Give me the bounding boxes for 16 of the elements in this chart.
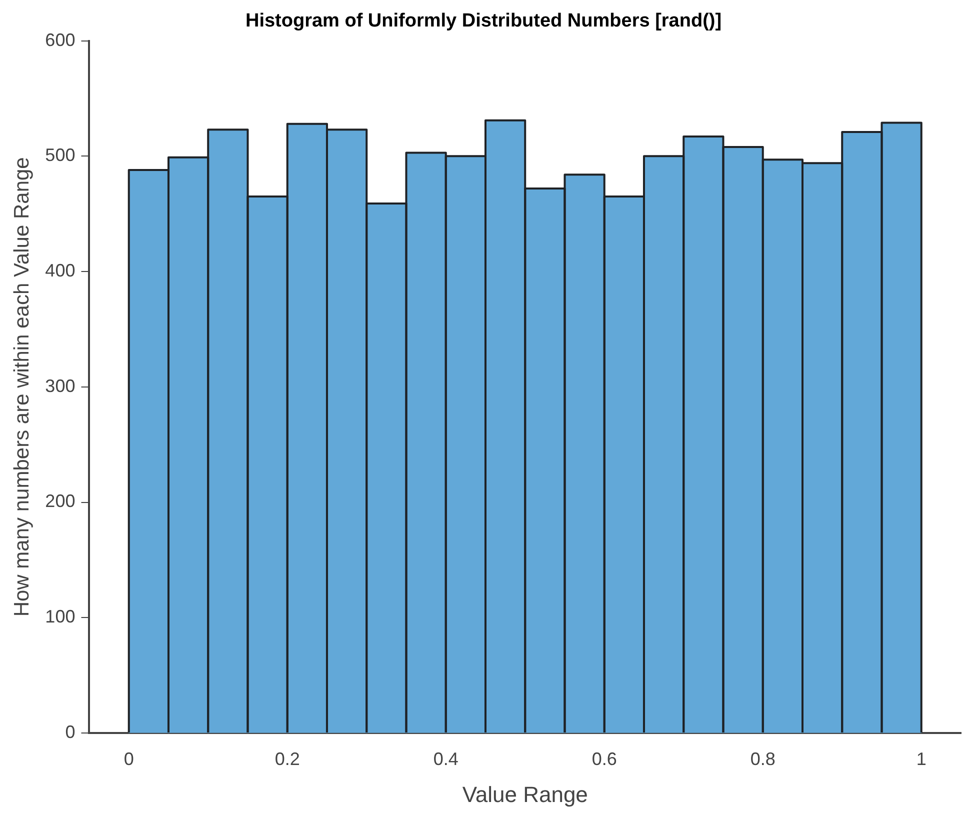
y-tick-label: 100 [45, 606, 76, 627]
x-axis-title: Value Range [462, 782, 588, 807]
y-tick-label: 300 [45, 376, 76, 396]
y-tick-label: 400 [45, 260, 76, 280]
y-tick-label: 500 [45, 145, 76, 166]
chart-title: Histogram of Uniformly Distributed Numbers [rand()] [245, 10, 722, 32]
y-tick-label: 200 [45, 491, 76, 512]
y-axis-title: How many numbers are within each Value Range [10, 157, 34, 617]
y-tick-label: 0 [65, 722, 76, 742]
x-tick-label: 0.6 [592, 748, 617, 769]
x-tick-label: 0.8 [750, 748, 776, 769]
x-tick-label: 0 [124, 748, 134, 769]
x-tick-label: 0.4 [433, 748, 458, 769]
x-tick-label: 1 [916, 748, 926, 769]
x-tick-label: 0.2 [274, 748, 300, 769]
y-tick-label: 600 [45, 30, 76, 50]
